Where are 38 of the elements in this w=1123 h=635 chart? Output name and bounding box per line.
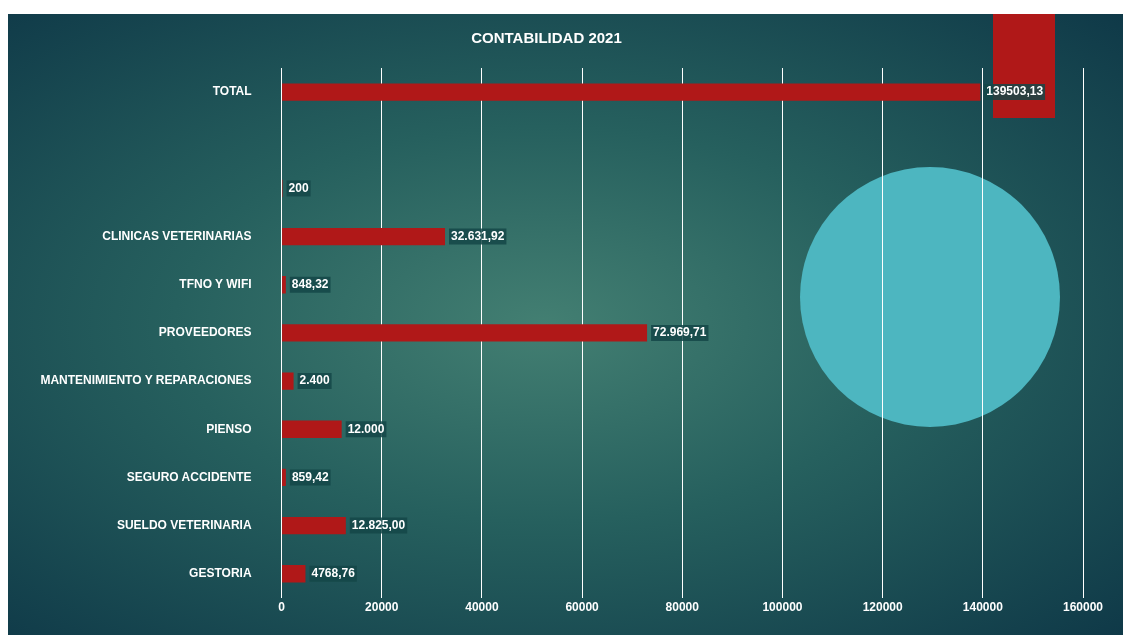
data-label: 139503,13 — [986, 84, 1044, 99]
y-tick-label: PROVEEDORES — [158, 325, 252, 340]
x-tick-label: 120000 — [862, 600, 903, 615]
x-tick-label: 0 — [278, 600, 286, 615]
y-tick-label: CLINICAS VETERINARIAS — [102, 228, 252, 243]
y-tick-label: PIENSO — [206, 421, 252, 436]
chart-title: CONTABILIDAD 2021 — [471, 29, 622, 47]
bar — [282, 227, 446, 246]
data-label: 72.969,71 — [653, 325, 707, 340]
data-label: 2.400 — [299, 373, 330, 388]
bar — [282, 372, 294, 390]
x-tick-label: 100000 — [762, 600, 803, 615]
bar — [282, 83, 981, 101]
data-label: 859,42 — [291, 469, 329, 484]
bar — [282, 324, 648, 342]
data-label: 4768,76 — [311, 566, 356, 581]
x-tick-label: 80000 — [665, 600, 700, 615]
x-tick-label: 20000 — [365, 600, 399, 615]
data-label: 12.000 — [347, 421, 385, 436]
x-tick-label: 140000 — [962, 600, 1004, 615]
y-tick-label: TFNO Y WIFI — [179, 277, 252, 292]
bar — [282, 565, 306, 583]
data-label: 12.825,00 — [351, 517, 406, 532]
y-tick-label: SUELDO VETERINARIA — [116, 517, 252, 532]
y-tick-label: GESTORIA — [189, 566, 252, 581]
y-tick-label: TOTAL — [212, 84, 252, 99]
bar — [282, 420, 342, 438]
data-label: 32.631,92 — [451, 228, 505, 243]
y-tick-label: MANTENIMIENTO Y REPARACIONES — [40, 373, 252, 388]
x-tick-label: 160000 — [1062, 600, 1104, 615]
bar — [282, 276, 286, 294]
y-tick-label: SEGURO ACCIDENTE — [126, 469, 252, 484]
bar — [282, 516, 346, 535]
data-label: 848,32 — [291, 277, 329, 292]
data-label: 200 — [288, 180, 309, 195]
x-tick-label: 40000 — [465, 600, 499, 615]
x-tick-label: 60000 — [565, 600, 600, 615]
bar — [282, 468, 286, 487]
